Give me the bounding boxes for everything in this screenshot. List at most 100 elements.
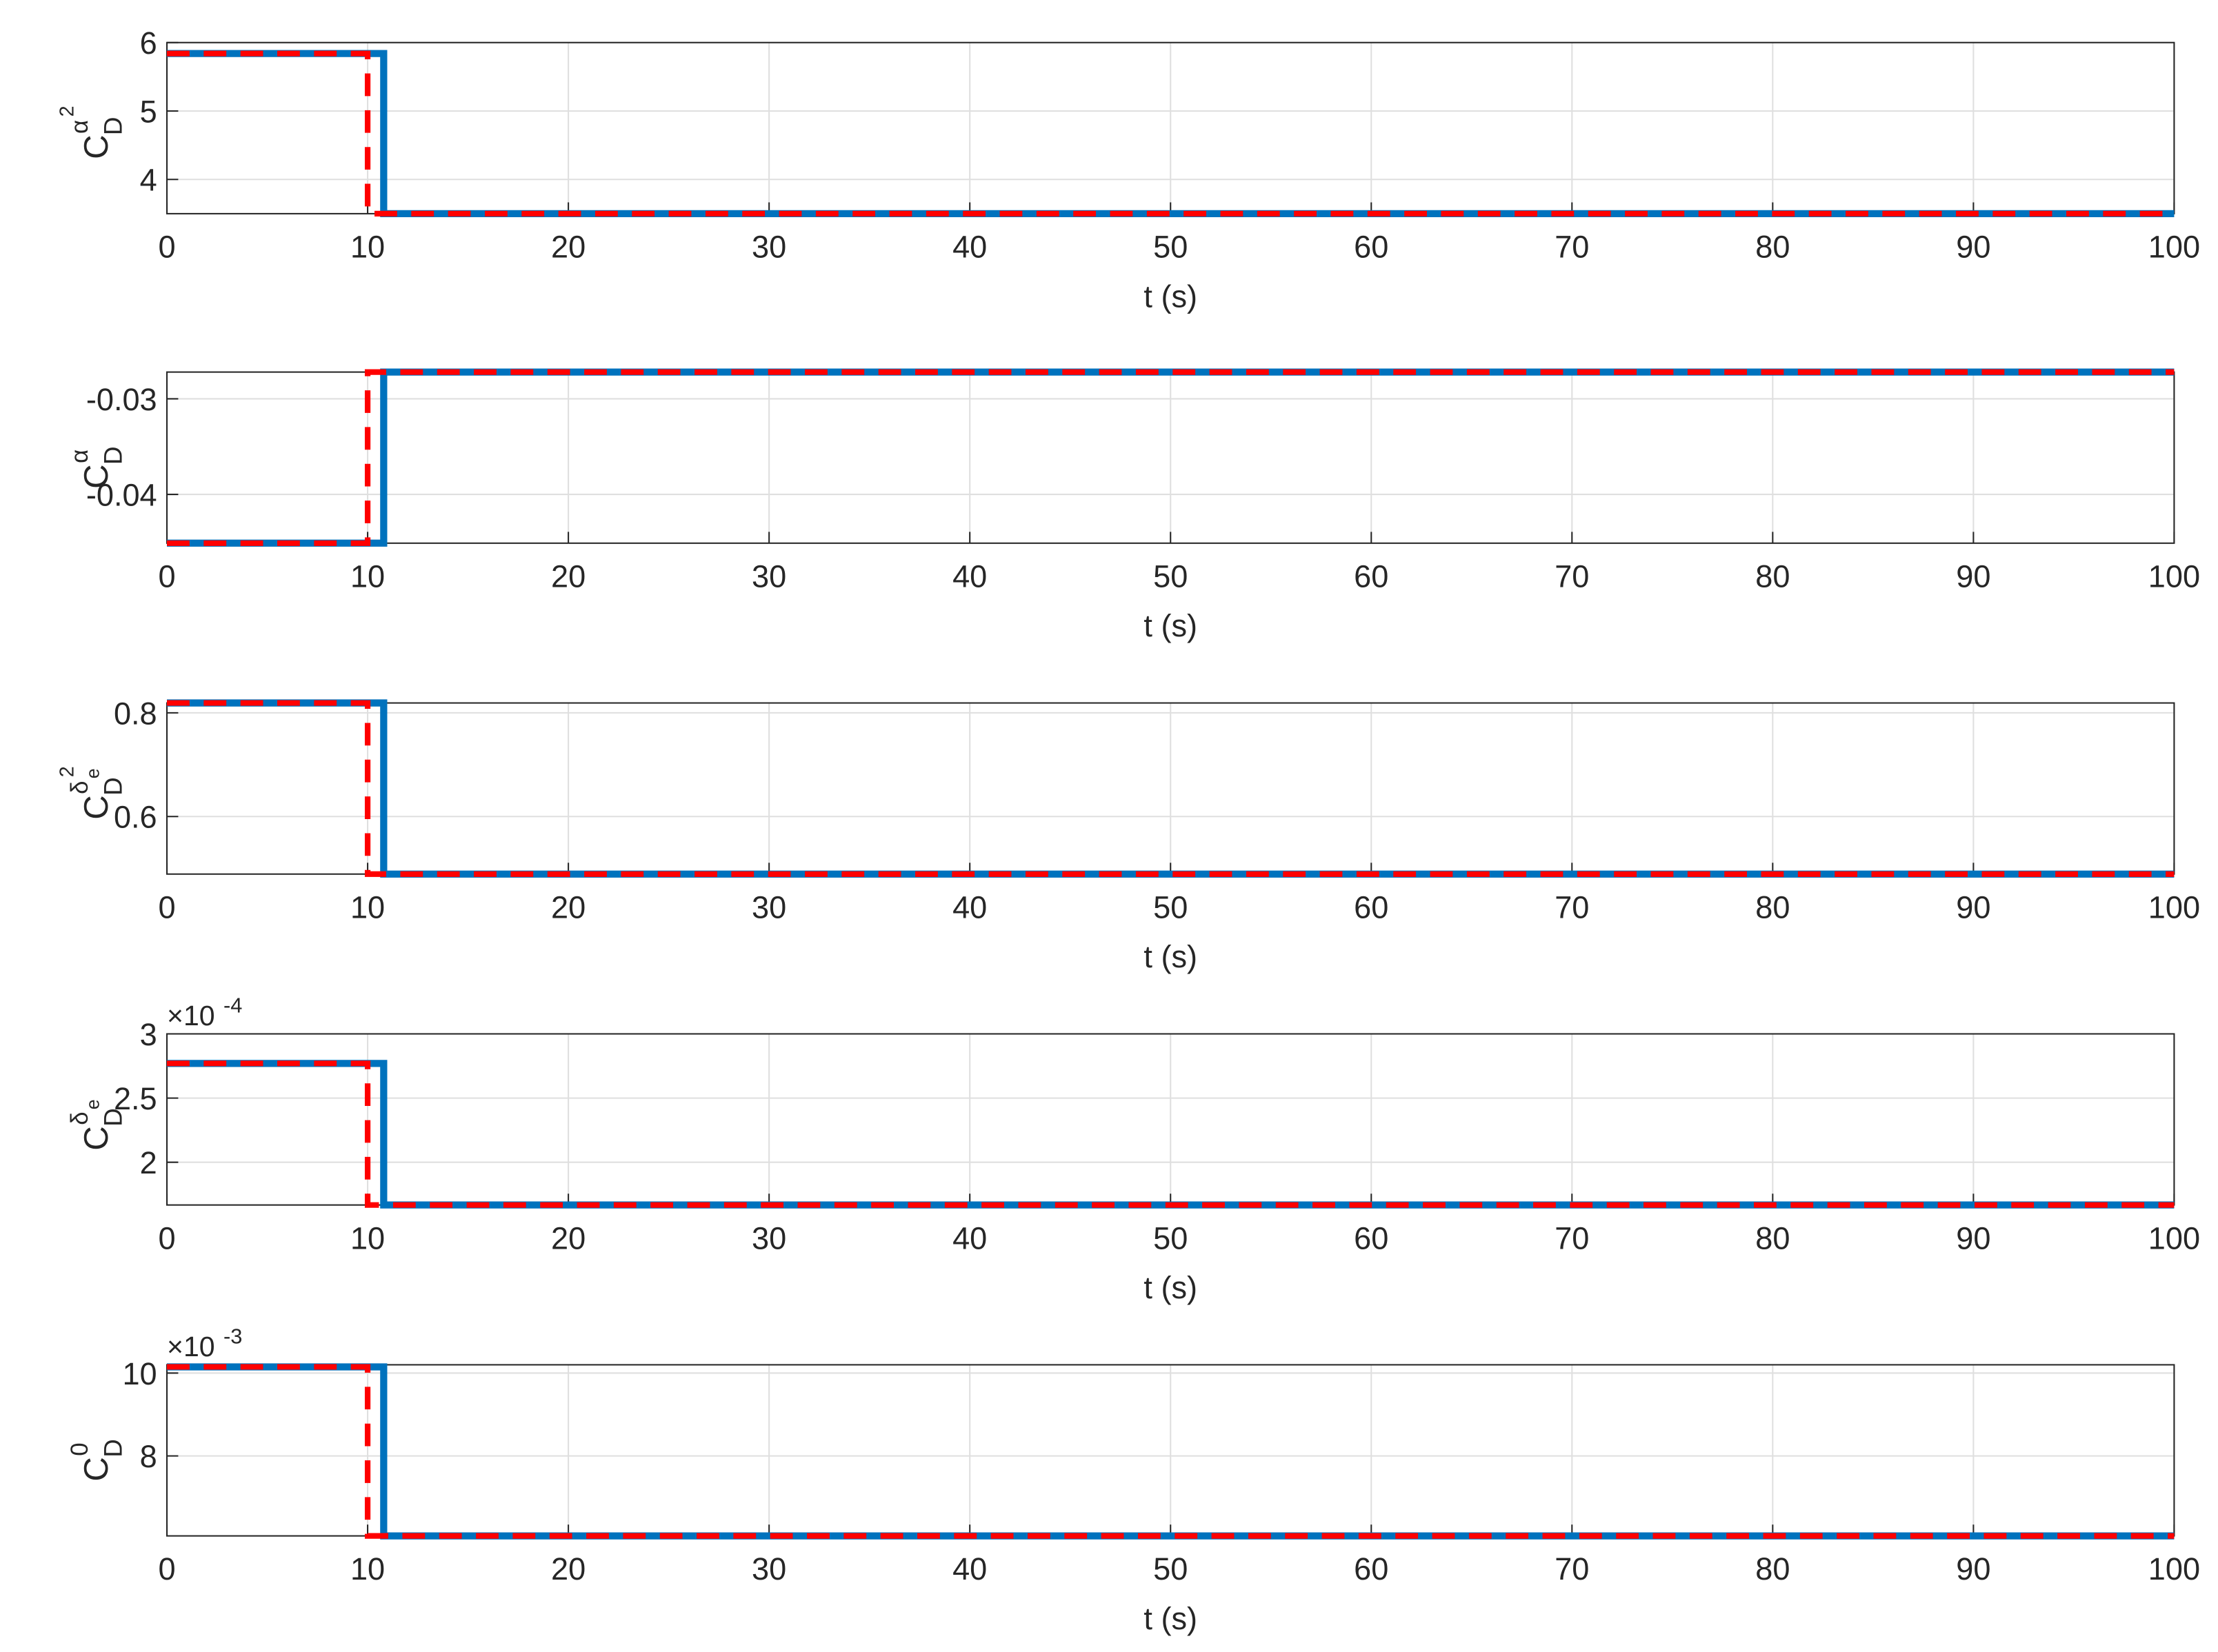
x-tick-label: 40 — [952, 1551, 987, 1586]
subplot: 0 10 20 30 40 50 60 70 80 90 100 -0.04 -0.03 t (s) CDα — [66, 368, 2200, 643]
y-label-main: C — [77, 795, 115, 820]
x-tick-label: 20 — [551, 1220, 586, 1256]
y-label-sup-sup: 2 — [57, 105, 79, 117]
y-tick-label: -0.04 — [86, 477, 157, 512]
x-axis-label: t (s) — [1143, 939, 1197, 974]
x-tick-label: 10 — [350, 229, 385, 264]
x-tick-label: 10 — [350, 558, 385, 594]
x-tick-label: 80 — [1755, 889, 1790, 925]
x-tick-label: 20 — [551, 558, 586, 594]
x-tick-label: 30 — [752, 1220, 786, 1256]
y-label-sup: δ — [66, 1111, 93, 1125]
x-tick-label: 60 — [1354, 1220, 1388, 1256]
y-label-sup-sub: e — [83, 768, 103, 778]
x-tick-label: 70 — [1555, 229, 1589, 264]
y-tick-label: 5 — [140, 94, 157, 129]
y-label-main: C — [77, 1126, 115, 1151]
y-label-sup: δ — [66, 780, 93, 794]
x-tick-label: 100 — [2148, 1220, 2200, 1256]
x-tick-label: 90 — [1956, 889, 1990, 925]
x-tick-label: 10 — [350, 1551, 385, 1586]
y-label-sup-sub: e — [83, 1099, 103, 1109]
series-line — [167, 1364, 2175, 1539]
x-tick-label: 70 — [1555, 1551, 1589, 1586]
x-tick-label: 50 — [1153, 889, 1188, 925]
x-tick-label: 80 — [1755, 1551, 1790, 1586]
y-axis-label: CDα — [66, 446, 127, 489]
x-tick-label: 40 — [952, 889, 987, 925]
x-axis-label: t (s) — [1143, 279, 1197, 314]
series-line — [167, 368, 2175, 547]
y-label-main: C — [77, 1457, 115, 1482]
x-tick-label: 30 — [752, 889, 786, 925]
series-line — [167, 50, 2175, 217]
x-tick-label: 0 — [158, 558, 175, 594]
subplot: 0 10 20 30 40 50 60 70 80 90 100 4 5 6 t (s) CDα 2 — [57, 26, 2200, 314]
y-label-sub: D — [99, 777, 127, 796]
y-label-sup-sup: 2 — [57, 766, 79, 777]
y-label-sub: D — [99, 446, 127, 465]
x-tick-label: 50 — [1153, 1220, 1188, 1256]
x-tick-label: 90 — [1956, 229, 1990, 264]
x-tick-label: 60 — [1354, 889, 1388, 925]
x-tick-label: 80 — [1755, 229, 1790, 264]
series-line — [167, 1363, 2175, 1540]
y-label-sup: α — [66, 120, 93, 134]
x-tick-label: 30 — [752, 558, 786, 594]
y-tick-label: 10 — [122, 1356, 157, 1391]
series-line — [167, 1060, 2175, 1208]
y-label-sup: α — [66, 450, 93, 463]
y-tick-label: 2.5 — [114, 1081, 157, 1116]
x-tick-label: 0 — [158, 1220, 175, 1256]
y-label-main: C — [77, 134, 115, 159]
x-tick-label: 20 — [551, 1551, 586, 1586]
x-tick-label: 0 — [158, 229, 175, 264]
x-tick-label: 50 — [1153, 229, 1188, 264]
x-axis-label: t (s) — [1143, 1270, 1197, 1305]
x-tick-label: 10 — [350, 1220, 385, 1256]
y-label-sub: D — [99, 1108, 127, 1127]
y-tick-label: 4 — [140, 163, 157, 198]
x-tick-label: 20 — [551, 229, 586, 264]
y-label-sub: D — [99, 117, 127, 135]
x-tick-label: 10 — [350, 889, 385, 925]
y-multiplier: ×10 — [167, 1000, 215, 1031]
y-tick-label: 2 — [140, 1145, 157, 1180]
x-tick-label: 70 — [1555, 1220, 1589, 1256]
x-tick-label: 30 — [752, 229, 786, 264]
x-tick-label: 40 — [952, 1220, 987, 1256]
x-tick-label: 100 — [2148, 1551, 2200, 1586]
x-axis-label: t (s) — [1143, 1601, 1197, 1636]
x-tick-label: 0 — [158, 1551, 175, 1586]
x-tick-label: 70 — [1555, 889, 1589, 925]
x-tick-label: 90 — [1956, 558, 1990, 594]
x-tick-label: 50 — [1153, 558, 1188, 594]
y-tick-label: 0.6 — [114, 800, 157, 835]
x-tick-label: 100 — [2148, 889, 2200, 925]
x-tick-label: 90 — [1956, 1551, 1990, 1586]
y-tick-label: -0.03 — [86, 382, 157, 417]
y-multiplier-exponent: -4 — [223, 994, 242, 1018]
x-tick-label: 80 — [1755, 1220, 1790, 1256]
x-tick-label: 80 — [1755, 558, 1790, 594]
y-label-sup: 0 — [66, 1442, 93, 1455]
x-tick-label: 60 — [1354, 558, 1388, 594]
y-axis-label: CDα 2 — [57, 105, 128, 159]
y-label-sub: D — [99, 1439, 127, 1458]
x-tick-label: 60 — [1354, 1551, 1388, 1586]
y-axis-label: CD0 — [66, 1439, 127, 1482]
x-tick-label: 50 — [1153, 1551, 1188, 1586]
y-tick-label: 3 — [140, 1017, 157, 1052]
y-tick-label: 8 — [140, 1439, 157, 1474]
y-multiplier: ×10 — [167, 1331, 215, 1362]
x-tick-label: 40 — [952, 229, 987, 264]
x-tick-label: 0 — [158, 889, 175, 925]
y-label-main: C — [77, 464, 115, 489]
series-line — [167, 699, 2175, 878]
